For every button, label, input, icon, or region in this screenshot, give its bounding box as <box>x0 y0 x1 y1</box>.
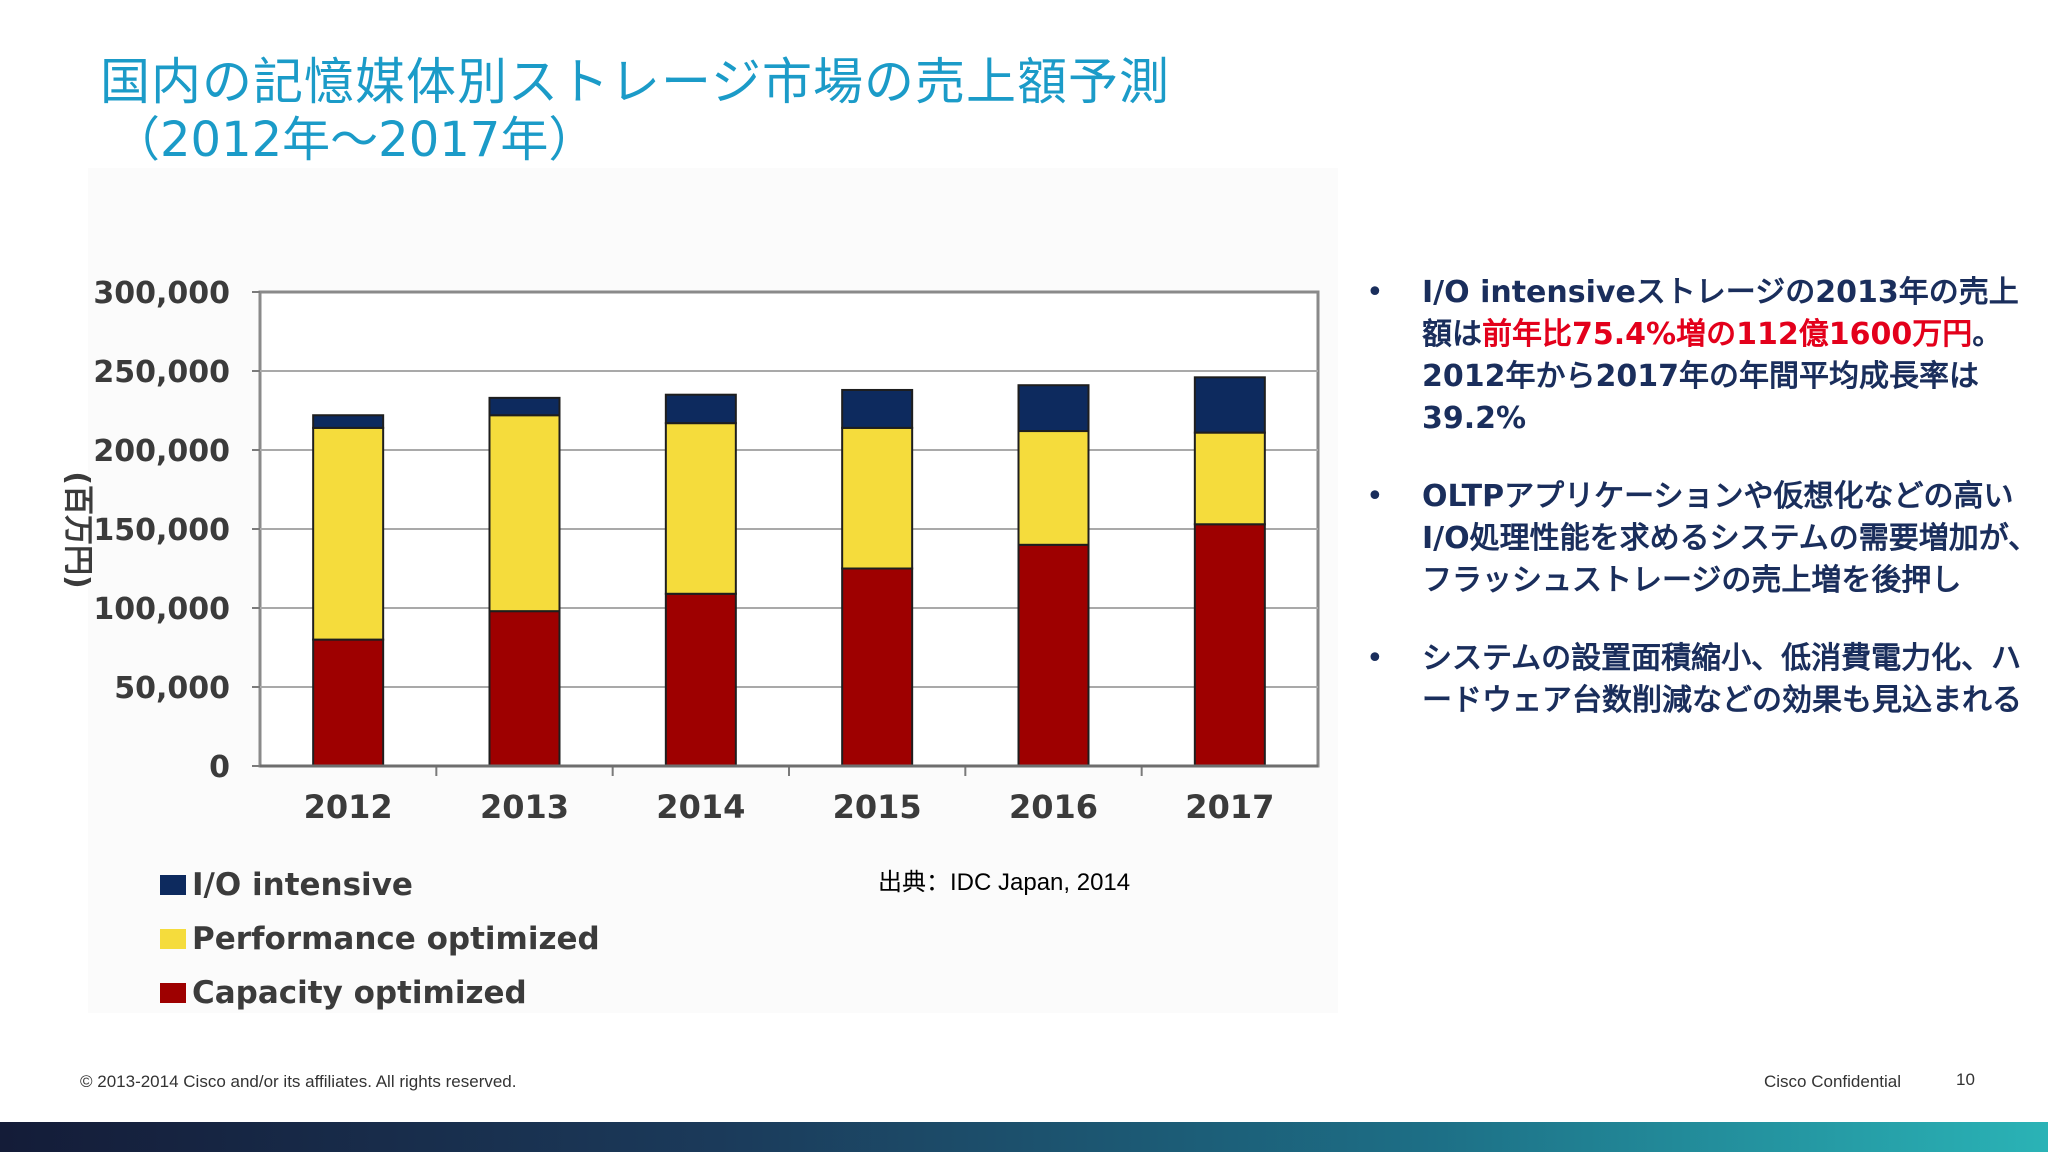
bar-segment-performance-optimized <box>841 426 914 570</box>
bar-segment-capacity-optimized <box>312 638 385 767</box>
y-tick-label: 300,000 <box>93 276 230 311</box>
x-tick-label: 2012 <box>304 788 393 826</box>
bar-segment-performance-optimized <box>1017 430 1090 546</box>
legend-label-performance-optimized: Performance optimized <box>192 921 600 957</box>
y-tick-label: 0 <box>209 750 230 785</box>
bullet-dot: • <box>1366 275 1384 310</box>
x-tick-label: 2016 <box>1009 788 1098 826</box>
x-tick-label: 2014 <box>656 788 745 826</box>
chart-source: 出典：IDC Japan, 2014 <box>878 869 1131 896</box>
y-tick-label: 250,000 <box>93 355 230 390</box>
y-tick-label: 100,000 <box>93 592 230 627</box>
y-tick-label: 50,000 <box>114 671 230 706</box>
bar-segment-i-o-intensive <box>488 396 561 417</box>
x-tick-label: 2017 <box>1185 788 1274 826</box>
bar-segment-i-o-intensive <box>841 388 914 429</box>
legend-label-io-intensive: I/O intensive <box>192 867 413 903</box>
bullet-dot: • <box>1366 641 1384 676</box>
bullet-dot: • <box>1366 479 1384 514</box>
bar-segment-capacity-optimized <box>1017 543 1090 767</box>
bar-segment-performance-optimized <box>312 426 385 641</box>
y-tick-label: 150,000 <box>93 513 230 548</box>
bullet-item: • OLTPアプリケーションや仮想化などの高いI/O処理性能を求めるシステムの需… <box>1360 476 2048 602</box>
bullet-text: OLTPアプリケーションや仮想化などの高いI/O処理性能を求めるシステムの需要増… <box>1422 479 2039 598</box>
bullet-item: • システムの設置面積縮小、低消費電力化、ハードウェア台数削減などの効果も見込ま… <box>1360 638 2048 722</box>
slide-title: 国内の記憶媒体別ストレージ市場の売上額予測 <box>100 53 1170 111</box>
page-number: 10 <box>1956 1070 1975 1089</box>
footer-confidential: Cisco Confidential <box>1764 1072 1902 1091</box>
y-axis-label: (百万円) <box>60 471 95 588</box>
footer-copyright: © 2013-2014 Cisco and/or its affiliates.… <box>80 1072 517 1091</box>
y-tick-label: 200,000 <box>93 434 230 469</box>
bar-segment-i-o-intensive <box>312 414 385 429</box>
chart-legend: I/O intensive Performance optimized Capa… <box>160 858 600 1020</box>
bar-segment-capacity-optimized <box>664 592 737 768</box>
bullet-list: • I/O intensiveストレージの2013年の売上額は前年比75.4%増… <box>1360 272 2048 758</box>
bullet-text: I/O intensiveストレージの2013年の売上額は前年比75.4%増の1… <box>1422 272 2042 440</box>
slide-subtitle: （2012年〜2017年） <box>112 112 597 168</box>
x-tick-label: 2013 <box>480 788 569 826</box>
bullet-text: システムの設置面積縮小、低消費電力化、ハードウェア台数削減などの効果も見込まれる <box>1422 641 2022 718</box>
legend-label-capacity-optimized: Capacity optimized <box>192 975 527 1011</box>
legend-swatch-performance-optimized <box>160 929 186 949</box>
bullet-text-pre: I/O intensiveストレージの2013年の売上額は <box>1422 275 2019 352</box>
bar-segment-capacity-optimized <box>488 610 561 767</box>
legend-item-io-intensive: I/O intensive <box>160 858 600 912</box>
legend-swatch-io-intensive <box>160 875 186 895</box>
footer-gradient-bar <box>0 1122 2048 1152</box>
legend-item-capacity-optimized: Capacity optimized <box>160 966 600 1020</box>
bar-segment-capacity-optimized <box>1193 523 1266 768</box>
bullet-text-post: 。2012年から2017年の年間平均成長率は39.2% <box>1422 317 2003 436</box>
bar-segment-performance-optimized <box>1193 431 1266 526</box>
x-tick-label: 2015 <box>833 788 922 826</box>
legend-item-performance-optimized: Performance optimized <box>160 912 600 966</box>
bar-segment-performance-optimized <box>664 422 737 595</box>
bar-segment-capacity-optimized <box>841 567 914 767</box>
bar-segment-performance-optimized <box>488 414 561 613</box>
bar-segment-i-o-intensive <box>1017 384 1090 433</box>
bullet-item: • I/O intensiveストレージの2013年の売上額は前年比75.4%増… <box>1360 272 2048 440</box>
legend-swatch-capacity-optimized <box>160 983 186 1003</box>
bullet-text-highlight: 前年比75.4%増の112億1600万円 <box>1482 317 1973 352</box>
bar-segment-i-o-intensive <box>1193 376 1266 434</box>
bar-segment-i-o-intensive <box>664 393 737 425</box>
